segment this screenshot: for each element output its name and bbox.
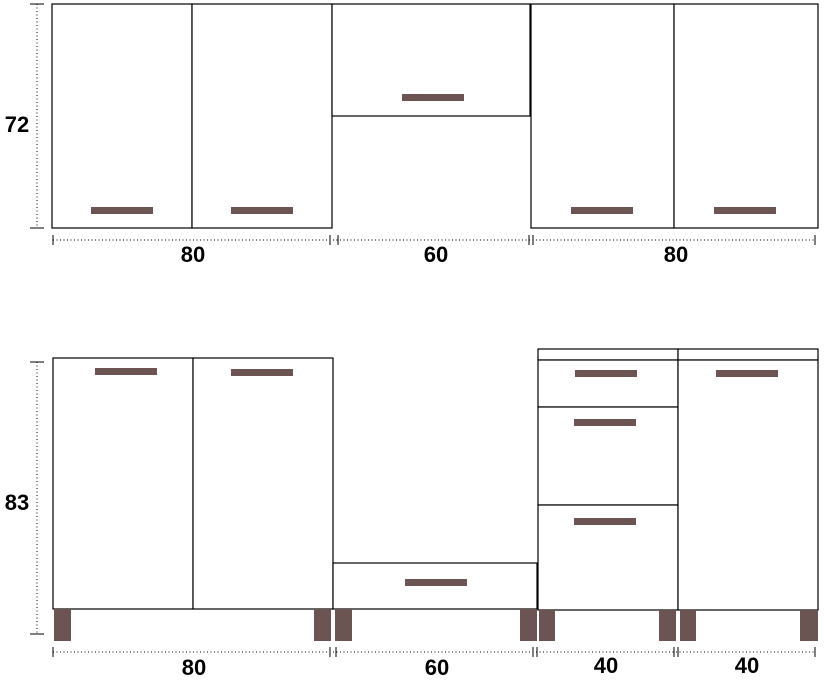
- lower-cabinets: [52, 348, 819, 641]
- lower-drawer-3-handle: [574, 518, 636, 525]
- lower-door-1: [52, 357, 194, 610]
- upper-height-label: 72: [5, 112, 29, 137]
- lower-leg-7: [680, 610, 696, 641]
- upper-flap-handle: [402, 94, 464, 101]
- lower-leg-5: [539, 610, 555, 641]
- upper-width-label-2: 60: [424, 242, 448, 267]
- upper-door-1-handle: [91, 207, 153, 214]
- upper-cabinets: [51, 3, 819, 229]
- lower-drawer-2-handle: [574, 419, 636, 426]
- upper-door-3: [530, 3, 675, 229]
- lower-leg-8: [800, 610, 818, 641]
- upper-width-label-1: 80: [181, 242, 205, 267]
- upper-door-2: [191, 3, 333, 229]
- lower-door-2-handle: [231, 369, 293, 376]
- upper-door-4-handle: [714, 207, 776, 214]
- lower-width-label-4: 40: [735, 653, 759, 678]
- upper-door-1: [51, 3, 193, 229]
- lower-width-dimensions: 80 60 40 40: [52, 647, 816, 680]
- lower-drawer-1-handle: [575, 370, 637, 377]
- lower-leg-1: [54, 609, 71, 641]
- lower-drawer-unit-top: [537, 348, 679, 361]
- lower-width-label-1: 80: [182, 655, 206, 680]
- lower-door-2: [192, 357, 334, 610]
- lower-width-label-2: 60: [425, 655, 449, 680]
- upper-height-dimension: 72: [5, 3, 44, 229]
- lower-leg-6: [659, 610, 676, 641]
- lower-drawer-1: [537, 359, 679, 408]
- upper-door-2-handle: [231, 207, 293, 214]
- lower-height-label: 83: [5, 490, 29, 515]
- upper-width-dimensions: 80 60 80: [52, 235, 816, 267]
- lower-leg-2: [314, 609, 331, 641]
- upper-width-label-3: 80: [664, 242, 688, 267]
- lower-height-dimension: 83: [5, 361, 44, 635]
- lower-leg-4: [520, 609, 537, 641]
- lower-door-unit-top: [677, 348, 819, 361]
- lower-door-3: [677, 359, 819, 611]
- lower-door-3-handle: [716, 370, 778, 377]
- lower-door-1-handle: [95, 368, 157, 375]
- lower-leg-3: [335, 609, 352, 641]
- upper-door-3-handle: [571, 207, 633, 214]
- lower-oven-drawer-handle: [405, 579, 467, 586]
- lower-width-label-3: 40: [594, 653, 618, 678]
- upper-door-4: [673, 3, 819, 229]
